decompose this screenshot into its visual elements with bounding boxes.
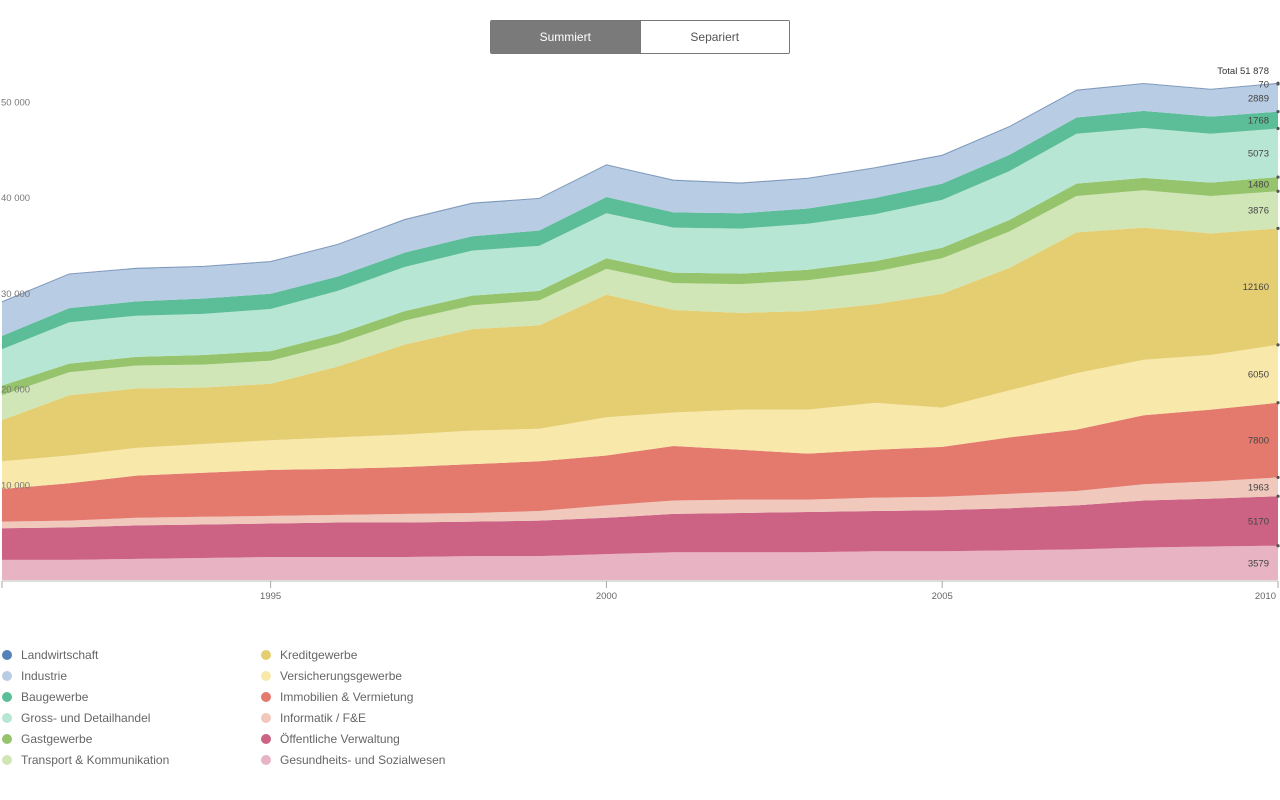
x-tick-label: 2010	[1255, 591, 1276, 602]
area-series	[2, 110, 1278, 350]
legend-label: Immobilien & Vermietung	[280, 689, 414, 704]
series-end-marker	[1276, 126, 1280, 131]
area-series	[2, 545, 1278, 580]
series-end-label: 3579	[1248, 558, 1269, 569]
area-series	[2, 344, 1278, 490]
legend-item[interactable]: Kreditgewerbe	[261, 644, 445, 665]
series-end-marker	[1276, 110, 1280, 114]
legend-item[interactable]: Landwirtschaft	[2, 644, 169, 665]
series-end-marker	[1276, 494, 1280, 498]
legend-swatch	[2, 754, 12, 765]
legend-column-1: Landwirtschaft Industrie Baugewerbe Gros…	[2, 644, 169, 770]
series-end-marker	[1276, 81, 1280, 85]
legend-label: Landwirtschaft	[21, 647, 99, 662]
area-series	[2, 227, 1278, 462]
series-end-label: 6050	[1248, 369, 1269, 380]
legend-item[interactable]: Industrie	[2, 665, 169, 686]
series-end-marker	[1276, 189, 1280, 193]
legend-swatch	[261, 670, 271, 681]
legend-swatch	[2, 691, 12, 702]
separate-toggle-button[interactable]: Separiert	[639, 21, 789, 53]
legend-label: Baugewerbe	[21, 689, 89, 704]
series-end-marker	[1276, 475, 1280, 480]
legend-label: Gastgewerbe	[21, 731, 93, 746]
legend-label: Kreditgewerbe	[280, 647, 358, 662]
series-end-marker	[1276, 226, 1280, 230]
legend-item[interactable]: Informatik / F&E	[261, 707, 445, 728]
legend-swatch	[2, 733, 12, 744]
legend-swatch	[261, 754, 271, 765]
legend-label: Öffentliche Verwaltung	[280, 731, 400, 746]
series-end-marker	[1276, 343, 1280, 347]
stacked-area-chart: 10 000 20 000 30 000 40 000 50 000 1995 2000 20…	[1, 66, 1280, 602]
y-tick-label: 20 000	[1, 385, 30, 396]
series-end-label: 1768	[1248, 116, 1269, 127]
area-series	[2, 83, 1278, 336]
y-tick-label: 10 000	[1, 480, 30, 491]
legend-swatch	[261, 691, 271, 702]
legend-label: Gesundheits- und Sozialwesen	[280, 752, 446, 767]
y-tick-label: 40 000	[1, 193, 30, 204]
series-end-marker	[1276, 175, 1280, 179]
series-end-label: 7800	[1248, 436, 1269, 447]
series-end-label: 1963	[1248, 482, 1269, 493]
legend-item[interactable]: Transport & Kommunikation	[2, 749, 169, 770]
x-tick-label: 2005	[932, 591, 953, 602]
area-series	[2, 128, 1278, 386]
legend-swatch	[2, 712, 12, 723]
area-series	[2, 496, 1278, 560]
legend-label: Industrie	[21, 668, 68, 683]
series-end-marker	[1276, 401, 1280, 405]
series-end-label: 2889	[1248, 93, 1269, 104]
series-end-label: 5170	[1248, 516, 1269, 527]
area-series	[2, 402, 1278, 522]
legend-item[interactable]: Immobilien & Vermietung	[261, 686, 445, 707]
series-end-label: 5073	[1248, 148, 1269, 159]
legend-label: Informatik / F&E	[280, 710, 367, 725]
legend-column-2: Kreditgewerbe Versicherungsgewerbe Immob…	[261, 644, 445, 770]
legend-item[interactable]: Öffentliche Verwaltung	[261, 728, 445, 749]
y-tick-label: 30 000	[1, 289, 30, 300]
legend-swatch	[261, 733, 271, 744]
x-tick-label: 1995	[260, 591, 281, 602]
legend-item[interactable]: Versicherungsgewerbe	[261, 665, 445, 686]
legend-item[interactable]: Gesundheits- und Sozialwesen	[261, 749, 445, 770]
series-end-label: 3876	[1248, 205, 1269, 216]
series-end-label: 70	[1258, 79, 1269, 90]
legend-swatch	[2, 649, 12, 660]
legend-label: Transport & Kommunikation	[21, 752, 170, 767]
legend-label: Versicherungsgewerbe	[280, 668, 403, 683]
stacked-toggle-button[interactable]: Summiert	[491, 21, 640, 53]
legend-label: Gross- und Detailhandel	[21, 710, 151, 725]
total-outline	[1, 82, 1279, 303]
legend-swatch	[261, 712, 271, 723]
area-series	[2, 190, 1278, 421]
series-end-marker	[1276, 544, 1280, 548]
x-tick-label: 2000	[596, 591, 617, 602]
legend-swatch	[261, 649, 271, 660]
series-end-label: 12160	[1243, 282, 1269, 293]
y-tick-label: 50 000	[1, 97, 30, 108]
area-series	[2, 177, 1278, 396]
legend-swatch	[2, 670, 12, 681]
area-series	[2, 477, 1278, 529]
view-toggle: Summiert Separiert	[490, 20, 790, 54]
legend-item[interactable]: Gastgewerbe	[2, 728, 169, 749]
total-label: Total 51 878	[1217, 66, 1269, 77]
legend-item[interactable]: Baugewerbe	[2, 686, 169, 707]
series-end-label: 1480	[1248, 180, 1269, 191]
legend-item[interactable]: Gross- und Detailhandel	[2, 707, 169, 728]
